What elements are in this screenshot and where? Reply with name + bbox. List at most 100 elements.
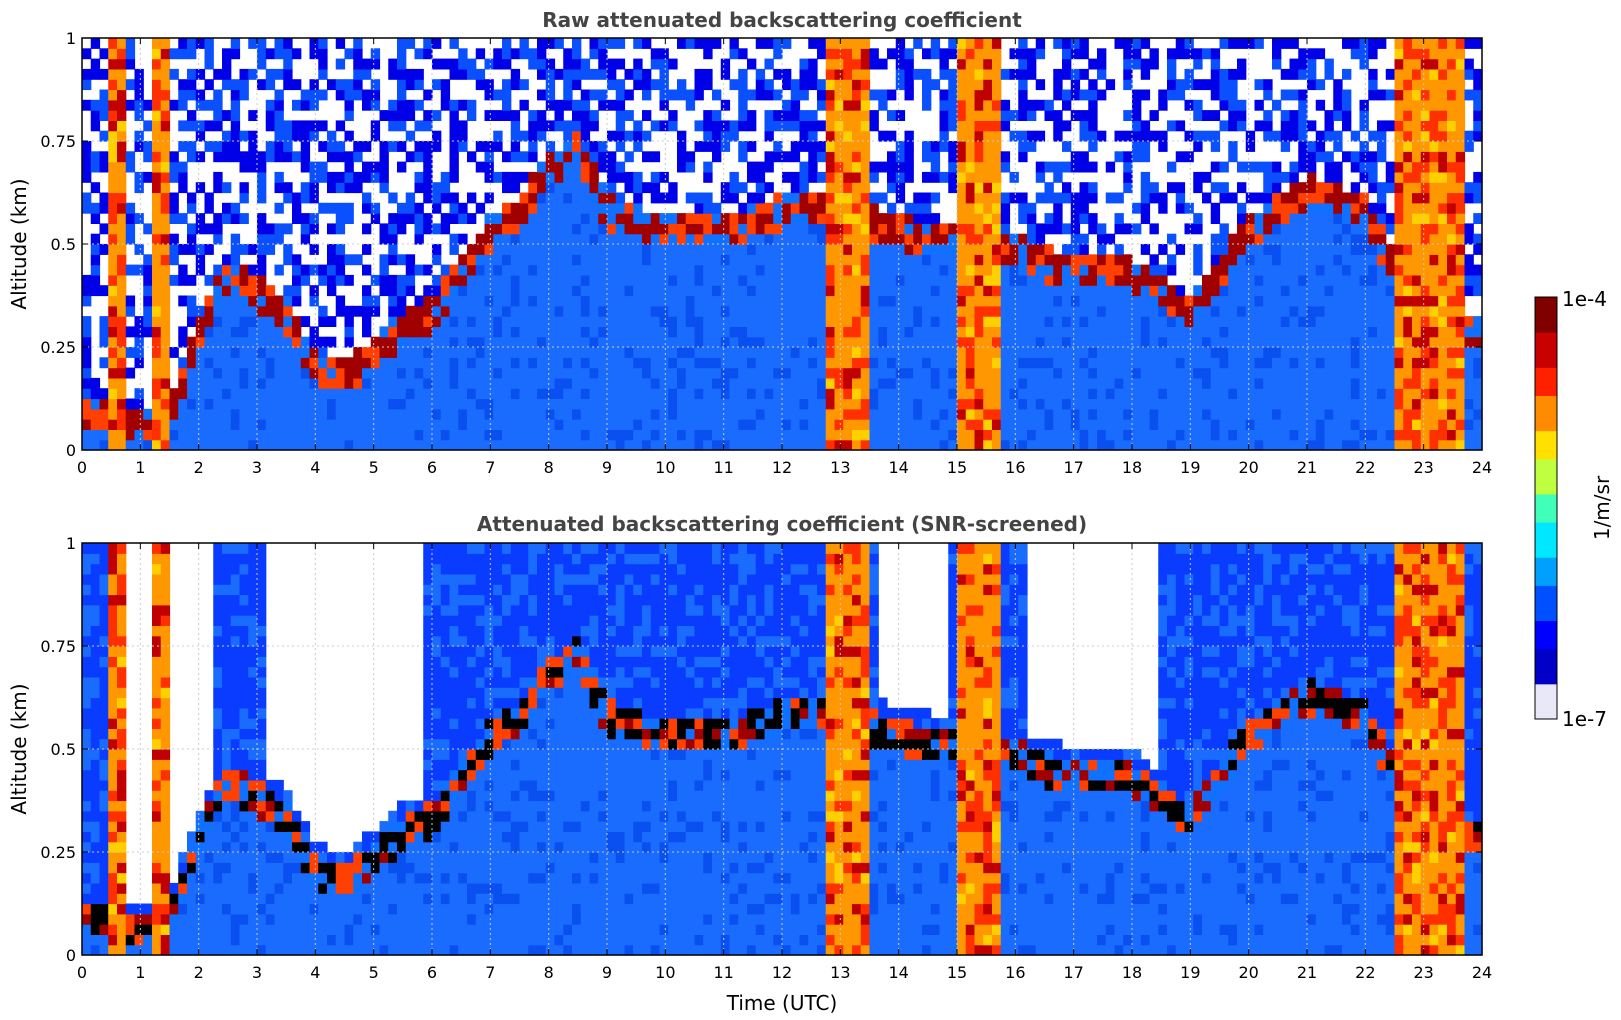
heatmap-cell: [1429, 192, 1439, 204]
heatmap-cell: [1044, 326, 1054, 338]
heatmap-cell: [187, 429, 197, 441]
heatmap-cell: [747, 233, 757, 245]
heatmap-cell: [1035, 439, 1046, 451]
heatmap-cell: [1377, 326, 1387, 338]
heatmap-cell: [213, 233, 223, 245]
heatmap-cell: [1403, 89, 1413, 101]
heatmap-cell: [895, 408, 906, 420]
heatmap-cell: [545, 202, 556, 214]
heatmap-cell: [852, 110, 862, 121]
heatmap-cell: [1359, 223, 1369, 235]
heatmap-cell: [318, 429, 328, 441]
heatmap-cell: [790, 264, 801, 276]
heatmap-cell: [852, 130, 862, 142]
heatmap-cell: [160, 141, 171, 152]
heatmap-cell: [187, 48, 197, 60]
heatmap-cell: [379, 254, 389, 266]
heatmap-cell: [808, 120, 818, 132]
heatmap-cell: [974, 141, 984, 152]
heatmap-cell: [397, 99, 407, 111]
heatmap-cell: [1359, 419, 1369, 430]
heatmap-cell: [414, 213, 424, 224]
heatmap-cell: [738, 254, 748, 266]
heatmap-cell: [1263, 305, 1273, 317]
heatmap-cell: [1289, 192, 1299, 204]
heatmap-cell: [510, 151, 521, 163]
heatmap-cell: [1368, 79, 1378, 91]
heatmap-cell: [615, 99, 626, 111]
heatmap-cell: [572, 99, 582, 111]
heatmap-cell: [1158, 326, 1168, 338]
heatmap-cell: [370, 357, 381, 369]
heatmap-cell: [502, 408, 512, 420]
heatmap-cell: [1088, 213, 1098, 224]
heatmap-cell: [213, 357, 223, 369]
heatmap-cell: [878, 130, 888, 142]
heatmap-cell: [624, 213, 634, 224]
heatmap-cell: [1359, 254, 1369, 266]
heatmap-cell: [703, 367, 713, 379]
heatmap-cell: [537, 161, 547, 173]
heatmap-cell: [1219, 398, 1229, 410]
heatmap-cell: [843, 120, 853, 132]
heatmap-cell: [1000, 99, 1011, 111]
heatmap-cell: [825, 326, 836, 338]
heatmap-cell: [1053, 120, 1063, 132]
heatmap-cell: [1053, 429, 1063, 441]
heatmap-cell: [475, 367, 486, 379]
heatmap-cell: [1429, 439, 1439, 451]
heatmap-cell: [344, 326, 354, 338]
heatmap-cell: [642, 223, 652, 235]
heatmap-cell: [475, 48, 486, 60]
heatmap-cell: [869, 58, 879, 70]
heatmap-cell: [1333, 254, 1343, 266]
heatmap-cell: [230, 141, 241, 152]
heatmap-cell: [82, 419, 92, 430]
heatmap-cell: [1342, 305, 1352, 317]
heatmap-cell: [204, 223, 214, 235]
heatmap-cell: [887, 110, 897, 121]
heatmap-cell: [388, 367, 398, 379]
heatmap-cell: [580, 295, 591, 307]
heatmap-cell: [580, 274, 591, 286]
heatmap-cell: [388, 274, 398, 286]
heatmap-cell: [125, 58, 136, 70]
heatmap-cell: [1342, 213, 1352, 224]
heatmap-cell: [1062, 316, 1072, 327]
heatmap-cell: [957, 58, 967, 70]
heatmap-cell: [904, 295, 914, 307]
heatmap-cell: [1272, 419, 1282, 430]
heatmap-cell: [922, 398, 932, 410]
heatmap-cell: [1263, 223, 1273, 235]
heatmap-cell: [125, 223, 136, 235]
heatmap-cell: [694, 38, 704, 49]
heatmap-cell: [230, 99, 241, 111]
heatmap-cell: [353, 347, 363, 358]
heatmap-cell: [449, 110, 459, 121]
heatmap-cell: [405, 398, 416, 410]
heatmap-cell: [974, 202, 984, 214]
heatmap-cell: [1167, 429, 1177, 441]
heatmap-cell: [677, 161, 687, 173]
heatmap-cell: [1237, 326, 1247, 338]
heatmap-cell: [887, 151, 897, 163]
heatmap-cell: [659, 244, 669, 255]
heatmap-cell: [1289, 233, 1299, 245]
heatmap-cell: [335, 408, 346, 420]
heatmap-cell: [1438, 316, 1448, 327]
heatmap-cell: [327, 388, 337, 400]
heatmap-cell: [370, 48, 381, 60]
heatmap-cell: [589, 233, 599, 245]
heatmap-cell: [134, 419, 144, 430]
heatmap-cell: [992, 264, 1002, 276]
heatmap-cell: [545, 388, 556, 400]
heatmap-cell: [90, 202, 101, 214]
heatmap-cell: [1175, 408, 1186, 420]
heatmap-cell: [1429, 89, 1439, 101]
heatmap-cell: [117, 99, 127, 111]
heatmap-cell: [502, 439, 512, 451]
heatmap-cell: [650, 347, 661, 358]
heatmap-cell: [580, 89, 591, 101]
heatmap-cell: [1307, 377, 1317, 389]
heatmap-cell: [230, 264, 241, 276]
